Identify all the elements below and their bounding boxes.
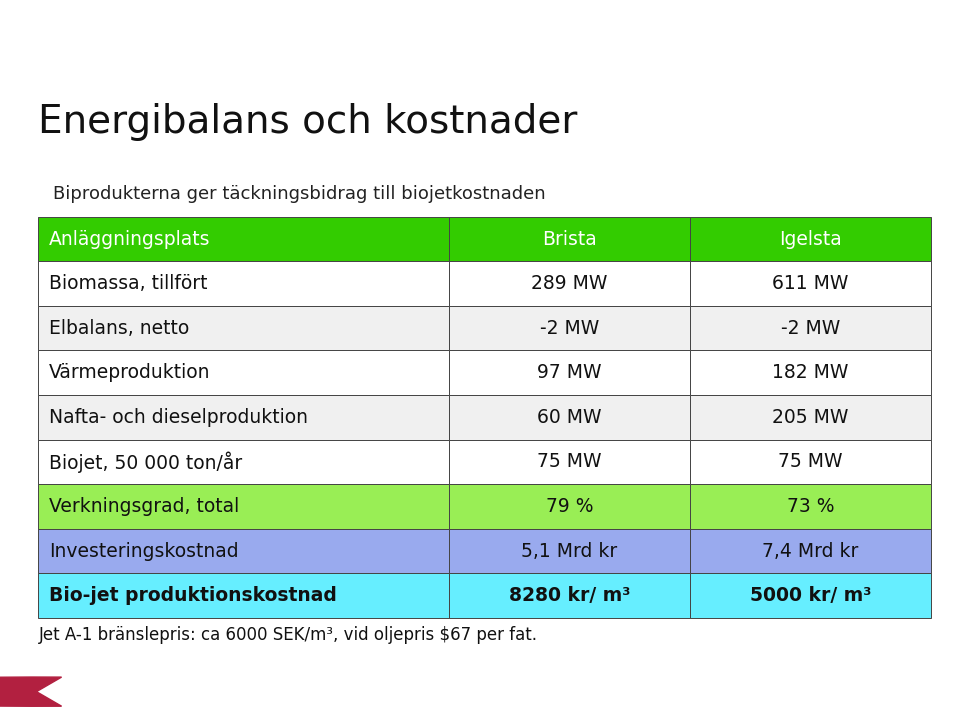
Text: Biomassa, tillfört: Biomassa, tillfört — [49, 274, 207, 293]
Text: Flyg på biobränsle: Flyg på biobränsle — [31, 26, 233, 48]
Bar — [449, 261, 690, 306]
Text: Igelsta: Igelsta — [780, 230, 842, 248]
Bar — [38, 261, 449, 306]
Text: 75 MW: 75 MW — [779, 453, 843, 471]
Bar — [449, 350, 690, 395]
Bar — [38, 395, 449, 440]
Bar — [449, 217, 690, 261]
Text: 5000 kr/ m³: 5000 kr/ m³ — [750, 586, 872, 605]
Bar — [449, 440, 690, 484]
Bar — [38, 574, 449, 618]
Bar — [690, 395, 931, 440]
Text: 611 MW: 611 MW — [773, 274, 849, 293]
Text: 73 %: 73 % — [787, 497, 834, 516]
Bar — [38, 484, 449, 528]
Bar — [690, 306, 931, 350]
Text: Värmeproduktion: Värmeproduktion — [49, 363, 210, 382]
Text: Brista: Brista — [542, 230, 597, 248]
Bar — [690, 574, 931, 618]
Bar — [38, 528, 449, 574]
Text: 75 MW: 75 MW — [538, 453, 602, 471]
Text: Jet A-1 bränslepris: ca 6000 SEK/m³, vid oljepris $67 per fat.: Jet A-1 bränslepris: ca 6000 SEK/m³, vid… — [38, 626, 538, 644]
Bar — [449, 528, 690, 574]
Text: 7,4 Mrd kr: 7,4 Mrd kr — [762, 541, 859, 561]
Text: 8280 kr/ m³: 8280 kr/ m³ — [509, 586, 631, 605]
Text: Anläggningsplats: Anläggningsplats — [49, 230, 210, 248]
Bar — [690, 350, 931, 395]
Bar — [690, 528, 931, 574]
Text: 205 MW: 205 MW — [773, 408, 849, 427]
Text: -2 MW: -2 MW — [540, 319, 599, 338]
Wedge shape — [0, 677, 61, 706]
Bar — [38, 217, 449, 261]
Text: 5,1 Mrd kr: 5,1 Mrd kr — [521, 541, 617, 561]
Bar — [690, 261, 931, 306]
Text: 60 MW: 60 MW — [538, 408, 602, 427]
Text: Biojet, 50 000 ton/år: Biojet, 50 000 ton/år — [49, 451, 242, 473]
Text: -2 MW: -2 MW — [781, 319, 840, 338]
Bar — [449, 484, 690, 528]
Text: 97 MW: 97 MW — [538, 363, 602, 382]
Text: Energibalans och kostnader: Energibalans och kostnader — [38, 103, 578, 141]
Text: Värmeforskdagarna 2013: Värmeforskdagarna 2013 — [417, 23, 851, 52]
Bar — [449, 306, 690, 350]
Text: Verkningsgrad, total: Verkningsgrad, total — [49, 497, 239, 516]
Bar — [38, 306, 449, 350]
Text: Bio-jet produktionskostnad: Bio-jet produktionskostnad — [49, 586, 337, 605]
Text: 79 %: 79 % — [546, 497, 593, 516]
Bar — [38, 350, 449, 395]
Bar — [690, 217, 931, 261]
Text: värmeforsk: värmeforsk — [72, 682, 166, 701]
Bar — [38, 440, 449, 484]
Text: 289 MW: 289 MW — [532, 274, 608, 293]
Bar — [690, 484, 931, 528]
Text: Investeringskostnad: Investeringskostnad — [49, 541, 239, 561]
Text: Nafta- och dieselproduktion: Nafta- och dieselproduktion — [49, 408, 308, 427]
Text: 182 MW: 182 MW — [773, 363, 849, 382]
Bar — [449, 395, 690, 440]
Bar — [449, 574, 690, 618]
Text: Tomas Ekbom & Fredrik Jaresved: Tomas Ekbom & Fredrik Jaresved — [660, 682, 931, 701]
Bar — [690, 440, 931, 484]
Text: Elbalans, netto: Elbalans, netto — [49, 319, 189, 338]
Circle shape — [0, 677, 324, 706]
Text: Biprodukterna ger täckningsbidrag till biojetkostnaden: Biprodukterna ger täckningsbidrag till b… — [53, 185, 545, 203]
